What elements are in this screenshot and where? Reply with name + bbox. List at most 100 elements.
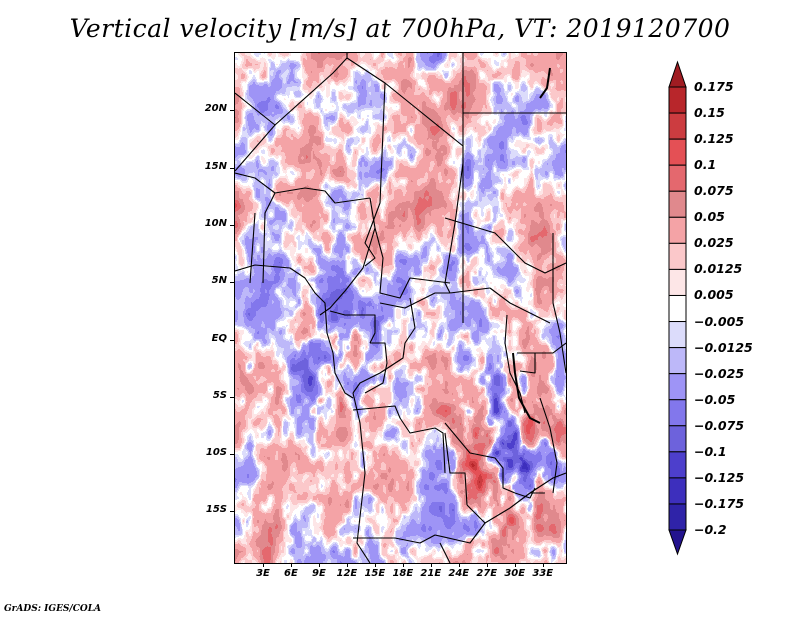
x-tick-mark (542, 563, 544, 567)
x-tick-mark (318, 563, 320, 567)
colorbar-label: 0.15 (694, 105, 725, 121)
border-libya-egypt (462, 53, 566, 114)
colorbar-label: 0.005 (694, 287, 734, 303)
country-borders (235, 53, 566, 563)
border-cameroon-gabon (329, 310, 376, 344)
border-rwanda-burundi (517, 352, 536, 374)
y-tick-label: 15S (205, 504, 227, 516)
border-zambia-mozambique (514, 487, 536, 499)
x-tick-label: 18E (392, 568, 414, 579)
border-malawi (539, 397, 558, 494)
x-tick-mark (430, 563, 432, 567)
colorbar-box (668, 321, 687, 349)
y-tick-label: 5S (212, 389, 227, 401)
colorbar-label: −0.025 (694, 365, 745, 381)
colorbar-label: −0.05 (694, 391, 736, 407)
colorbar-box (668, 112, 687, 140)
border-niger-chad (346, 57, 386, 267)
colorbar-label: 0.175 (694, 79, 734, 94)
border-togo (249, 212, 256, 284)
border-southern-lower (439, 542, 451, 563)
y-tick-mark (230, 454, 235, 456)
y-tick-mark (230, 511, 235, 513)
map-plot-area (235, 53, 566, 563)
border-sudan-southsudan (444, 217, 566, 274)
colorbar-extend-max (668, 60, 687, 88)
vertical-velocity-field (235, 53, 566, 563)
x-tick-mark (514, 563, 516, 567)
y-tick-label: 20N (204, 103, 227, 115)
border-algeria-niger (235, 53, 348, 126)
border-mali-niger (235, 124, 276, 172)
x-tick-mark (262, 563, 264, 567)
colorbar-box (668, 347, 687, 375)
border-congo-drc (352, 297, 416, 394)
border-angola-namibia (353, 522, 486, 544)
x-tick-label: 27E (476, 568, 498, 579)
y-tick-mark (230, 167, 235, 169)
colorbar-label: −0.005 (694, 313, 745, 329)
border-drc-angola (352, 405, 446, 474)
border-angola-zambia (444, 432, 468, 506)
y-tick-label: 5N (211, 275, 227, 287)
border-mozambique (529, 472, 566, 494)
grads-credit: GrADS: IGES/COLA (4, 604, 102, 614)
y-tick-mark (230, 339, 235, 341)
border-southsudan-drc (489, 287, 551, 324)
y-tick-mark (230, 110, 235, 112)
colorbar-box (668, 477, 687, 505)
x-tick-label: 9E (312, 568, 326, 579)
x-tick-label: 21E (420, 568, 442, 579)
border-niger-nigeria (235, 172, 371, 204)
y-tick-mark (230, 224, 235, 226)
y-tick-mark (230, 282, 235, 284)
x-tick-mark (486, 563, 488, 567)
border-lake-tanganyika (512, 352, 541, 424)
colorbar-box (668, 451, 687, 479)
colorbar-label: −0.2 (694, 522, 727, 538)
border-benin (262, 192, 276, 284)
colorbar-box (668, 190, 687, 218)
colorbar-label: −0.125 (694, 469, 745, 485)
chart-title: Vertical velocity [m/s] at 700hPa, VT: 2… (69, 14, 731, 43)
colorbar-box (668, 268, 687, 296)
colorbar-label: 0.125 (694, 131, 734, 147)
border-chad-sudan (444, 113, 464, 294)
border-drc-zambia (444, 422, 516, 494)
colorbar-box (668, 86, 687, 114)
colorbar-box (668, 503, 687, 531)
x-tick-label: 33E (532, 568, 554, 579)
x-tick-label: 3E (256, 568, 270, 579)
border-cameroon-car (374, 227, 451, 299)
colorbar-box (668, 216, 687, 244)
colorbar-label: 0.05 (694, 209, 725, 225)
colorbar (668, 60, 687, 556)
border-libya-chad (384, 82, 464, 323)
x-tick-mark (402, 563, 404, 567)
x-tick-label: 15E (364, 568, 386, 579)
colorbar-box (668, 242, 687, 270)
colorbar-label: 0.075 (694, 183, 734, 199)
border-gabon-congo (364, 342, 388, 394)
border-nile-sinai (539, 67, 551, 99)
border-eastern-edge (552, 233, 566, 374)
x-tick-mark (290, 563, 292, 567)
colorbar-box (668, 138, 687, 166)
colorbar-box (668, 399, 687, 427)
y-tick-label: 10N (204, 217, 227, 229)
border-zambia-zimbabwe (466, 492, 545, 524)
border-angola-coast (352, 392, 371, 563)
border-nigeria-cameroon (319, 197, 376, 316)
y-tick-label: 15N (204, 160, 227, 172)
x-tick-mark (458, 563, 460, 567)
colorbar-box (668, 373, 687, 401)
colorbar-label: 0.1 (694, 157, 717, 173)
x-tick-mark (346, 563, 348, 567)
colorbar-box (668, 425, 687, 453)
x-tick-label: 6E (284, 568, 298, 579)
colorbar-label: −0.075 (694, 417, 745, 433)
colorbar-label: 0.025 (694, 235, 734, 251)
colorbar-label: −0.0125 (694, 339, 753, 355)
border-east-lakes (504, 314, 526, 414)
colorbar-label: −0.1 (694, 443, 727, 459)
